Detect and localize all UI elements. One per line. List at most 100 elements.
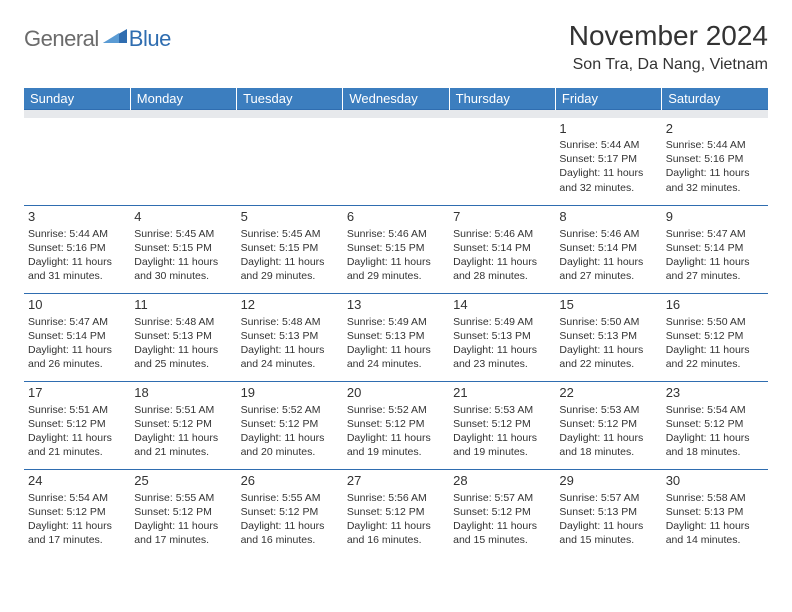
day-number: 18	[134, 384, 232, 402]
sunrise-text: Sunrise: 5:58 AM	[666, 491, 764, 505]
sunrise-text: Sunrise: 5:45 AM	[134, 227, 232, 241]
daylight-text: Daylight: 11 hours and 32 minutes.	[666, 166, 764, 194]
sunset-text: Sunset: 5:16 PM	[28, 241, 126, 255]
sunset-text: Sunset: 5:14 PM	[666, 241, 764, 255]
sunset-text: Sunset: 5:14 PM	[559, 241, 657, 255]
sunset-text: Sunset: 5:15 PM	[134, 241, 232, 255]
daylight-text: Daylight: 11 hours and 17 minutes.	[28, 519, 126, 547]
sunrise-text: Sunrise: 5:48 AM	[134, 315, 232, 329]
day-cell: 4Sunrise: 5:45 AMSunset: 5:15 PMDaylight…	[130, 206, 236, 294]
day-cell: 19Sunrise: 5:52 AMSunset: 5:12 PMDayligh…	[237, 382, 343, 470]
day-cell: 22Sunrise: 5:53 AMSunset: 5:12 PMDayligh…	[555, 382, 661, 470]
sunrise-text: Sunrise: 5:44 AM	[28, 227, 126, 241]
day-number: 19	[241, 384, 339, 402]
day-cell: 3Sunrise: 5:44 AMSunset: 5:16 PMDaylight…	[24, 206, 130, 294]
day-number: 23	[666, 384, 764, 402]
daylight-text: Daylight: 11 hours and 16 minutes.	[241, 519, 339, 547]
sunset-text: Sunset: 5:12 PM	[666, 329, 764, 343]
daylight-text: Daylight: 11 hours and 20 minutes.	[241, 431, 339, 459]
sunrise-text: Sunrise: 5:57 AM	[453, 491, 551, 505]
day-number: 21	[453, 384, 551, 402]
logo-triangle-icon	[103, 27, 127, 43]
day-number: 5	[241, 208, 339, 226]
day-number: 17	[28, 384, 126, 402]
daylight-text: Daylight: 11 hours and 25 minutes.	[134, 343, 232, 371]
daylight-text: Daylight: 11 hours and 24 minutes.	[347, 343, 445, 371]
sunset-text: Sunset: 5:14 PM	[453, 241, 551, 255]
day-number: 2	[666, 120, 764, 138]
weekday-monday: Monday	[130, 88, 236, 110]
day-cell	[24, 118, 130, 206]
sunrise-text: Sunrise: 5:54 AM	[28, 491, 126, 505]
day-cell: 12Sunrise: 5:48 AMSunset: 5:13 PMDayligh…	[237, 294, 343, 382]
daylight-text: Daylight: 11 hours and 15 minutes.	[453, 519, 551, 547]
week-row: 24Sunrise: 5:54 AMSunset: 5:12 PMDayligh…	[24, 470, 768, 558]
day-number: 12	[241, 296, 339, 314]
day-number: 4	[134, 208, 232, 226]
day-cell	[130, 118, 236, 206]
sunrise-text: Sunrise: 5:52 AM	[347, 403, 445, 417]
sunset-text: Sunset: 5:12 PM	[28, 417, 126, 431]
daylight-text: Daylight: 11 hours and 27 minutes.	[666, 255, 764, 283]
daylight-text: Daylight: 11 hours and 14 minutes.	[666, 519, 764, 547]
day-cell: 27Sunrise: 5:56 AMSunset: 5:12 PMDayligh…	[343, 470, 449, 558]
daylight-text: Daylight: 11 hours and 18 minutes.	[559, 431, 657, 459]
day-number: 6	[347, 208, 445, 226]
day-number: 30	[666, 472, 764, 490]
day-cell: 5Sunrise: 5:45 AMSunset: 5:15 PMDaylight…	[237, 206, 343, 294]
daylight-text: Daylight: 11 hours and 27 minutes.	[559, 255, 657, 283]
sunset-text: Sunset: 5:12 PM	[241, 505, 339, 519]
week-row: 10Sunrise: 5:47 AMSunset: 5:14 PMDayligh…	[24, 294, 768, 382]
day-cell: 13Sunrise: 5:49 AMSunset: 5:13 PMDayligh…	[343, 294, 449, 382]
day-cell: 28Sunrise: 5:57 AMSunset: 5:12 PMDayligh…	[449, 470, 555, 558]
day-cell: 25Sunrise: 5:55 AMSunset: 5:12 PMDayligh…	[130, 470, 236, 558]
sunrise-text: Sunrise: 5:46 AM	[347, 227, 445, 241]
sunrise-text: Sunrise: 5:50 AM	[666, 315, 764, 329]
day-cell: 2Sunrise: 5:44 AMSunset: 5:16 PMDaylight…	[662, 118, 768, 206]
sunset-text: Sunset: 5:15 PM	[347, 241, 445, 255]
sunrise-text: Sunrise: 5:48 AM	[241, 315, 339, 329]
day-cell: 20Sunrise: 5:52 AMSunset: 5:12 PMDayligh…	[343, 382, 449, 470]
day-cell: 10Sunrise: 5:47 AMSunset: 5:14 PMDayligh…	[24, 294, 130, 382]
day-number: 24	[28, 472, 126, 490]
day-cell: 26Sunrise: 5:55 AMSunset: 5:12 PMDayligh…	[237, 470, 343, 558]
daylight-text: Daylight: 11 hours and 19 minutes.	[347, 431, 445, 459]
daylight-text: Daylight: 11 hours and 32 minutes.	[559, 166, 657, 194]
sunset-text: Sunset: 5:12 PM	[134, 417, 232, 431]
sunrise-text: Sunrise: 5:46 AM	[453, 227, 551, 241]
day-cell	[343, 118, 449, 206]
daylight-text: Daylight: 11 hours and 18 minutes.	[666, 431, 764, 459]
day-cell: 8Sunrise: 5:46 AMSunset: 5:14 PMDaylight…	[555, 206, 661, 294]
sunrise-text: Sunrise: 5:50 AM	[559, 315, 657, 329]
day-cell: 18Sunrise: 5:51 AMSunset: 5:12 PMDayligh…	[130, 382, 236, 470]
daylight-text: Daylight: 11 hours and 22 minutes.	[559, 343, 657, 371]
sunrise-text: Sunrise: 5:55 AM	[134, 491, 232, 505]
sunrise-text: Sunrise: 5:49 AM	[453, 315, 551, 329]
sunset-text: Sunset: 5:13 PM	[666, 505, 764, 519]
sunset-text: Sunset: 5:17 PM	[559, 152, 657, 166]
weekday-header-row: Sunday Monday Tuesday Wednesday Thursday…	[24, 88, 768, 110]
daylight-text: Daylight: 11 hours and 15 minutes.	[559, 519, 657, 547]
day-number: 26	[241, 472, 339, 490]
sunset-text: Sunset: 5:13 PM	[453, 329, 551, 343]
sunrise-text: Sunrise: 5:44 AM	[559, 138, 657, 152]
daylight-text: Daylight: 11 hours and 28 minutes.	[453, 255, 551, 283]
day-number: 11	[134, 296, 232, 314]
day-cell: 17Sunrise: 5:51 AMSunset: 5:12 PMDayligh…	[24, 382, 130, 470]
daylight-text: Daylight: 11 hours and 24 minutes.	[241, 343, 339, 371]
day-number: 22	[559, 384, 657, 402]
day-cell: 15Sunrise: 5:50 AMSunset: 5:13 PMDayligh…	[555, 294, 661, 382]
daylight-text: Daylight: 11 hours and 17 minutes.	[134, 519, 232, 547]
sunrise-text: Sunrise: 5:52 AM	[241, 403, 339, 417]
logo: General Blue	[24, 20, 171, 52]
daylight-text: Daylight: 11 hours and 29 minutes.	[347, 255, 445, 283]
header-spacer-row	[24, 110, 768, 118]
daylight-text: Daylight: 11 hours and 16 minutes.	[347, 519, 445, 547]
day-cell: 23Sunrise: 5:54 AMSunset: 5:12 PMDayligh…	[662, 382, 768, 470]
sunrise-text: Sunrise: 5:46 AM	[559, 227, 657, 241]
logo-text-blue: Blue	[129, 26, 171, 52]
sunrise-text: Sunrise: 5:57 AM	[559, 491, 657, 505]
weekday-saturday: Saturday	[662, 88, 768, 110]
calendar-page: General Blue November 2024 Son Tra, Da N…	[0, 0, 792, 568]
day-cell: 30Sunrise: 5:58 AMSunset: 5:13 PMDayligh…	[662, 470, 768, 558]
